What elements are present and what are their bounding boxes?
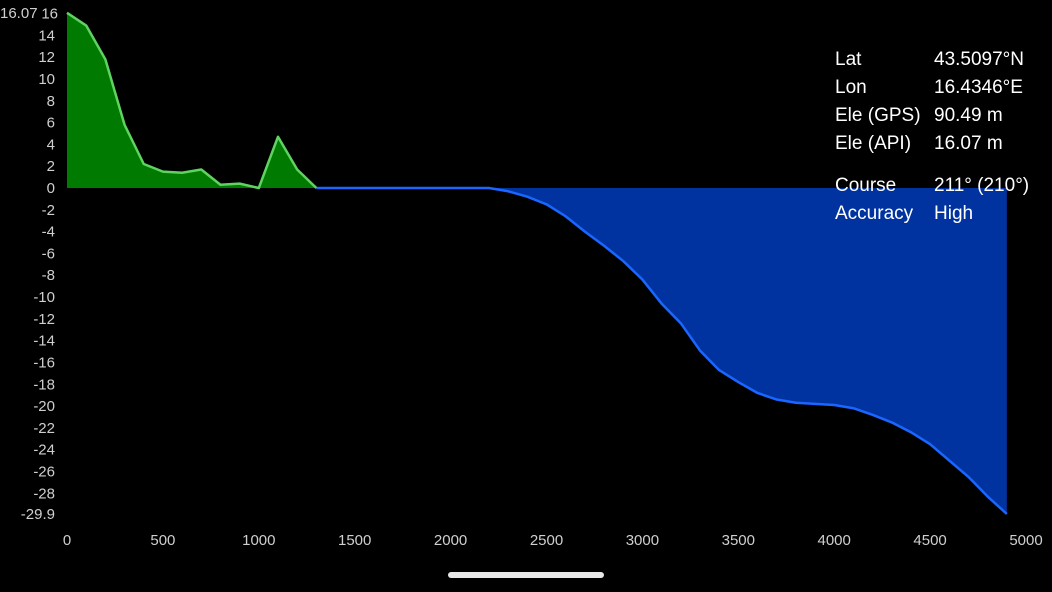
y-tick-label: -6 — [42, 245, 55, 262]
y-tick-label: -22 — [33, 420, 55, 437]
x-tick-label: 1500 — [338, 532, 371, 549]
y-tick-label: -4 — [42, 224, 55, 241]
y-tick-label: -26 — [33, 463, 55, 480]
info-row-lon: Lon 16.4346°E — [835, 74, 1029, 102]
info-row-ele-gps: Ele (GPS) 90.49 m — [835, 102, 1029, 130]
negative-area — [316, 188, 1007, 514]
lon-label: Lon — [835, 77, 867, 98]
y-tick-label: 16 — [41, 6, 58, 23]
y-tick-label: 4 — [47, 136, 55, 153]
info-row-accuracy: Accuracy High — [835, 200, 1029, 228]
accuracy-value: High — [934, 203, 974, 224]
y-tick-label: 12 — [38, 49, 55, 66]
y-tick-label: 16.07 — [0, 5, 38, 22]
y-tick-label: -20 — [33, 398, 55, 415]
course-value: 211° (210°) — [934, 175, 1030, 196]
ele-gps-value: 90.49 m — [934, 105, 1003, 126]
y-tick-label: 8 — [47, 93, 55, 110]
y-tick-label: 14 — [38, 27, 55, 44]
y-tick-label: -14 — [33, 333, 55, 350]
x-tick-label: 3500 — [722, 532, 755, 549]
info-row-ele-api: Ele (API) 16.07 m — [835, 130, 1029, 158]
y-tick-label: -16 — [33, 354, 55, 371]
y-tick-label: 10 — [38, 71, 55, 88]
info-row-course: Course 211° (210°) — [835, 172, 1029, 200]
lat-label: Lat — [835, 49, 862, 70]
lat-value: 43.5097°N — [934, 49, 1024, 70]
y-tick-label: -28 — [33, 485, 55, 502]
home-indicator[interactable] — [448, 572, 604, 578]
x-tick-label: 2000 — [434, 532, 467, 549]
y-tick-label: -2 — [42, 202, 55, 219]
y-tick-label: -18 — [33, 376, 55, 393]
x-tick-label: 3000 — [626, 532, 659, 549]
positive-line — [66, 11, 318, 190]
lon-value: 16.4346°E — [934, 77, 1023, 98]
y-tick-label: 0 — [47, 180, 55, 197]
y-tick-label: -29.9 — [21, 506, 55, 523]
ele-api-label: Ele (API) — [835, 133, 912, 154]
y-tick-label: -12 — [33, 311, 55, 328]
y-tick-label: -8 — [42, 267, 55, 284]
y-tick-label: 6 — [47, 115, 55, 132]
info-panel: Lat 43.5097°N Lon 16.4346°E Ele (GPS) 90.49… — [835, 46, 1029, 228]
ele-api-value: 16.07 m — [934, 133, 1003, 154]
accuracy-label: Accuracy — [835, 203, 914, 224]
y-tick-label: 2 — [47, 158, 55, 175]
info-row-lat: Lat 43.5097°N — [835, 46, 1029, 74]
x-tick-label: 2500 — [530, 532, 563, 549]
positive-area — [67, 12, 317, 188]
x-tick-label: 4000 — [818, 532, 851, 549]
ele-gps-label: Ele (GPS) — [835, 105, 921, 126]
x-tick-label: 4500 — [913, 532, 946, 549]
x-tick-label: 0 — [63, 532, 71, 549]
y-tick-label: -10 — [33, 289, 55, 306]
negative-line — [316, 186, 1008, 515]
course-label: Course — [835, 175, 897, 196]
x-tick-label: 1000 — [242, 532, 275, 549]
y-tick-label: -24 — [33, 442, 55, 459]
x-tick-label: 5000 — [1009, 532, 1042, 549]
x-tick-label: 500 — [150, 532, 175, 549]
